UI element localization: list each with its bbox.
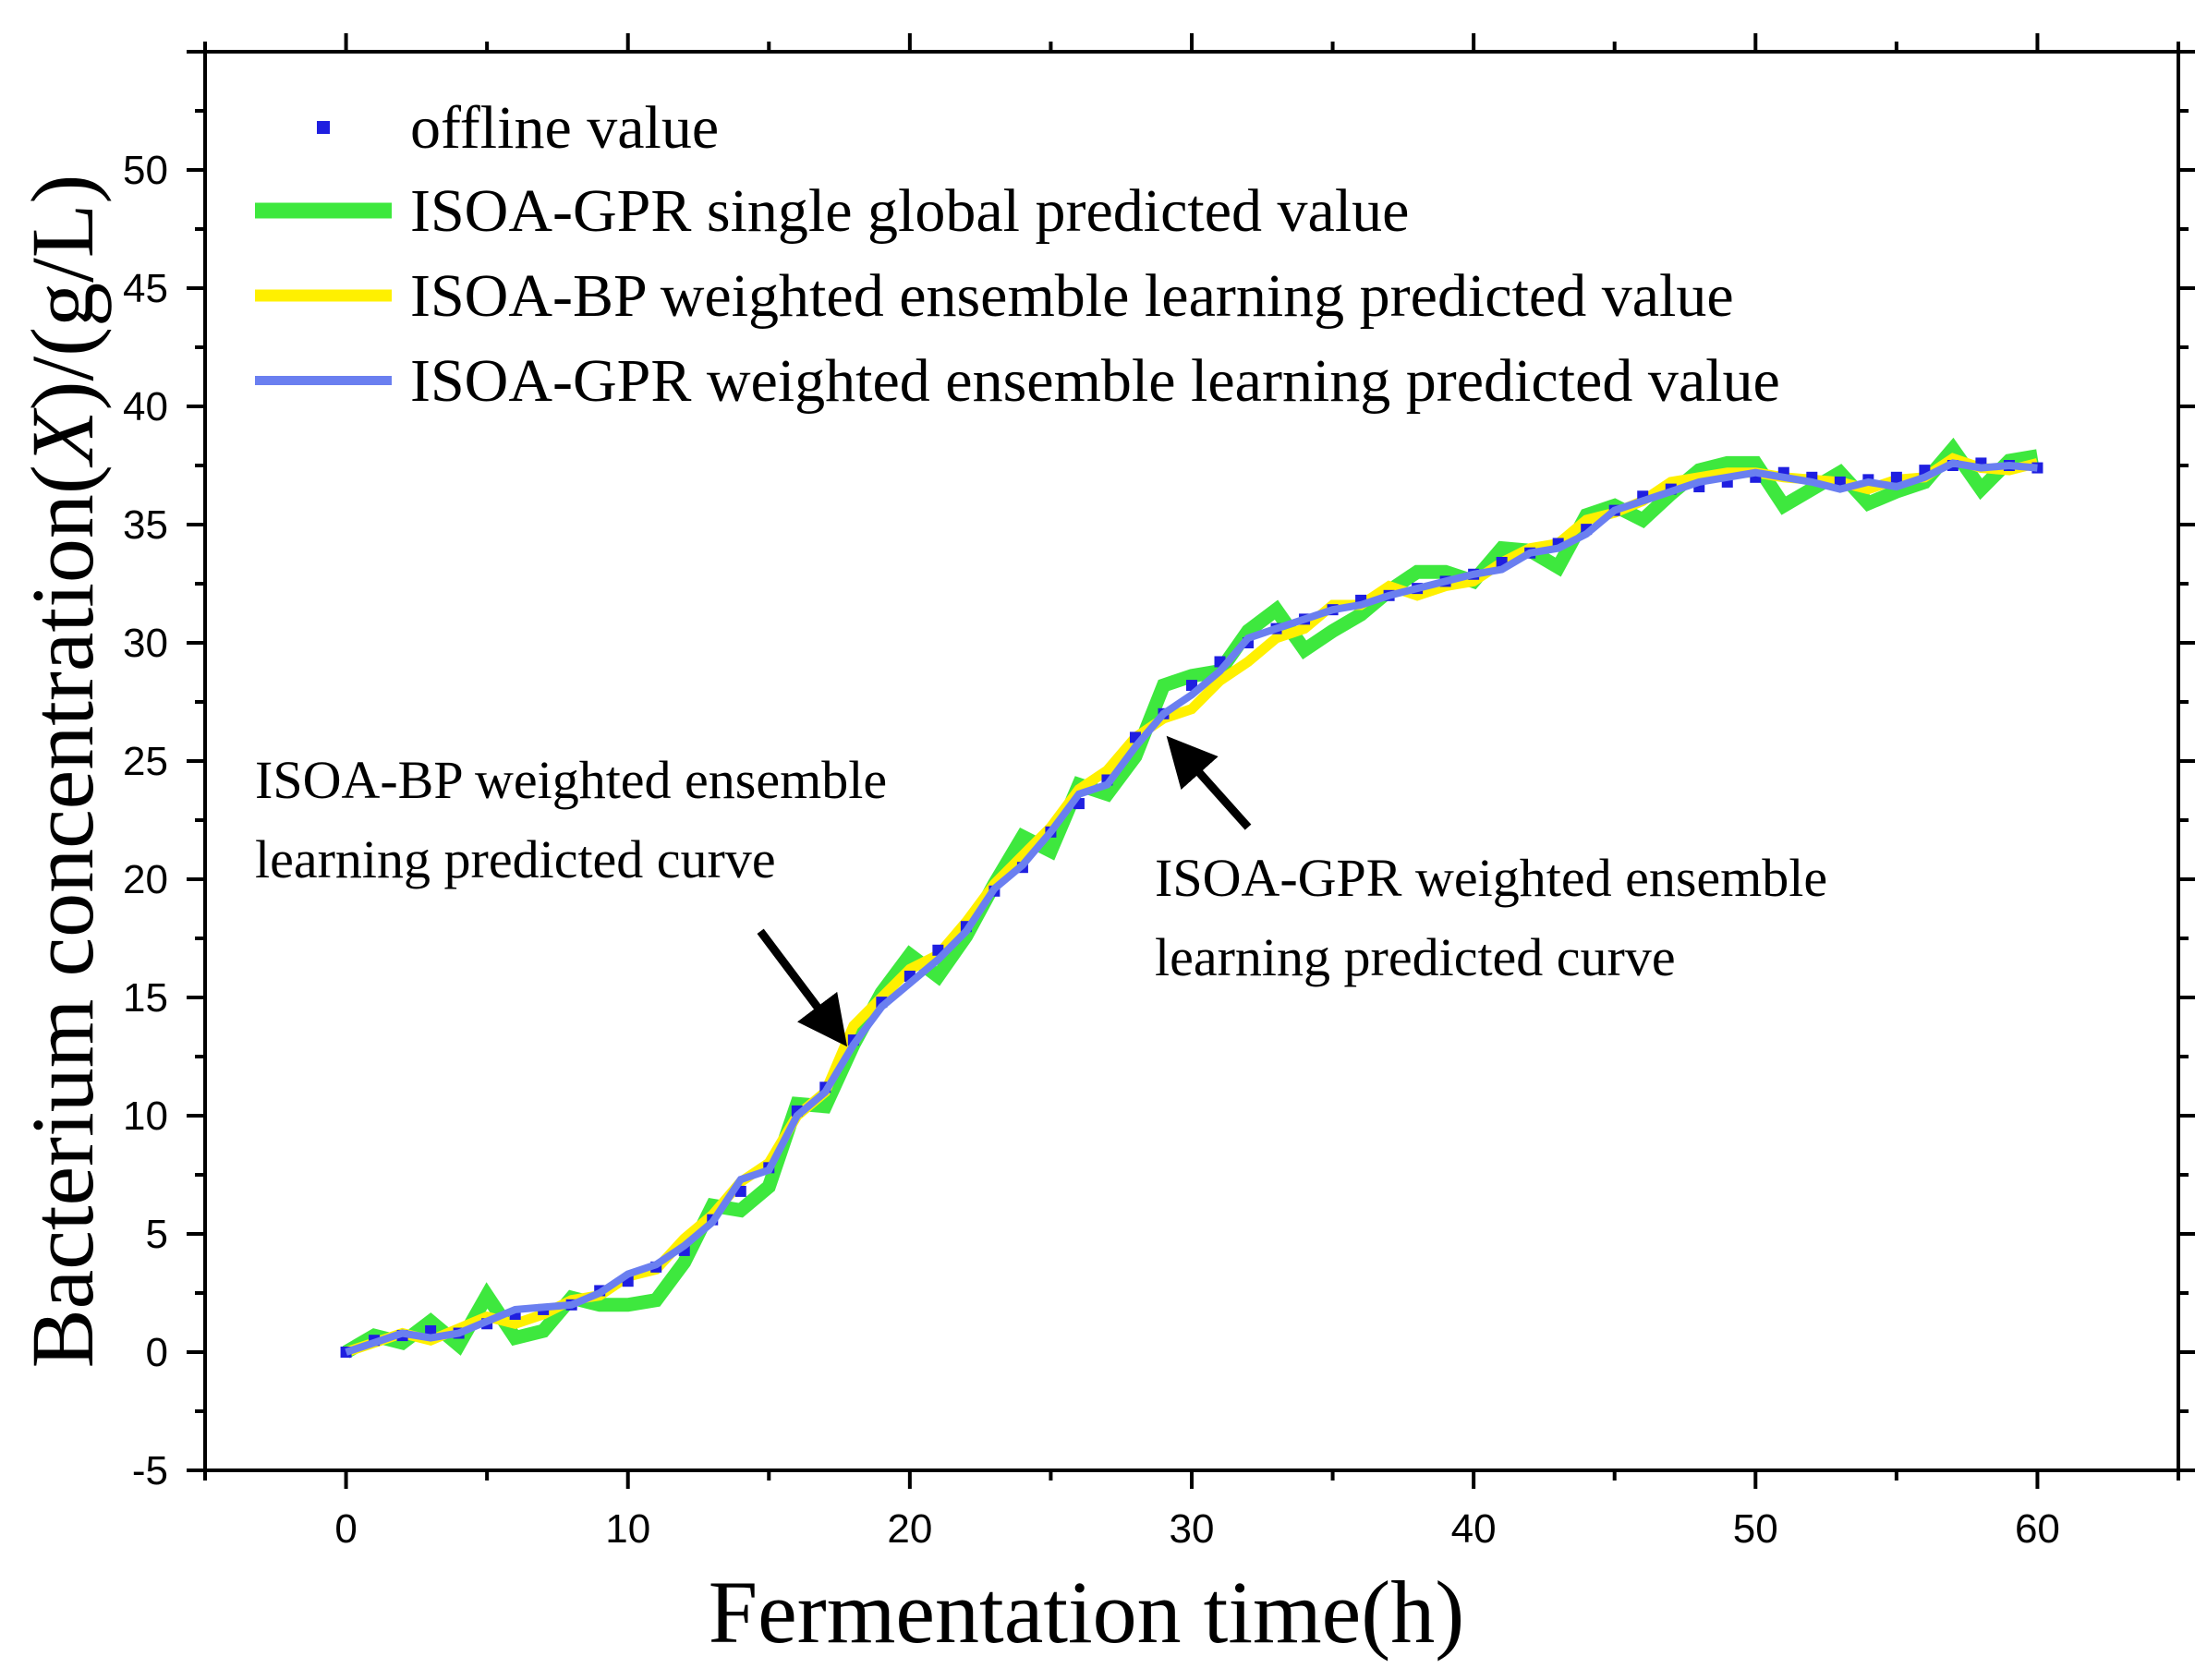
x-tick-label: 50 — [1733, 1506, 1778, 1552]
annotation-text: learning predicted curve — [255, 829, 776, 889]
y-tick-label: 50 — [123, 148, 168, 193]
y-tick-label: 20 — [123, 857, 168, 902]
offline-point — [425, 1324, 437, 1336]
annotation-text: learning predicted curve — [1155, 927, 1676, 987]
x-tick-label: 30 — [1170, 1506, 1215, 1552]
annotation-gpr: ISOA-GPR weighted ensemble learning predi… — [1155, 735, 1827, 987]
x-tick-label: 0 — [334, 1506, 357, 1552]
annotation-text: ISOA-BP weighted ensemble — [255, 750, 887, 810]
series-layer — [340, 437, 2043, 1359]
annotation-text: ISOA-GPR weighted ensemble — [1155, 848, 1827, 908]
series-line — [345, 459, 2038, 1356]
y-tick-label: -5 — [132, 1448, 168, 1493]
legend-entry: ISOA-GPR weighted ensemble learning pred… — [255, 347, 1780, 415]
legend-label: ISOA-GPR weighted ensemble learning pred… — [410, 347, 1780, 415]
legend-entry: ISOA-BP weighted ensemble learning predi… — [255, 262, 1734, 330]
y-tick-label: 40 — [123, 384, 168, 429]
axes-layer: 0 10 20 30 40 50 60 -5 0 5 10 15 20 25 30 35 40 45 50 — [123, 33, 2195, 1552]
y-axis-title: Bacterium concentration(X)/(g/L) — [13, 175, 112, 1369]
x-tick-label: 60 — [2015, 1506, 2060, 1552]
legend-label: ISOA-BP weighted ensemble learning predi… — [410, 262, 1734, 330]
annotation-arrow — [757, 928, 848, 1047]
annotation-arrow — [1166, 735, 1252, 830]
legend-entry: offline value — [317, 94, 719, 162]
legend-entry: ISOA-GPR single global predicted value — [255, 177, 1409, 245]
isoa-gpr-ensemble-series — [345, 459, 2038, 1356]
legend: offline value ISOA-GPR single global pred… — [255, 94, 1780, 415]
series-line — [342, 437, 2039, 1359]
x-axis-title: Fermentation time(h) — [709, 1563, 1464, 1662]
isoa-gpr-single-series — [342, 437, 2039, 1359]
y-tick-label: 25 — [123, 739, 168, 784]
annotation-bp: ISOA-BP weighted ensemble learning predic… — [255, 750, 887, 1047]
x-tick-label: 40 — [1451, 1506, 1497, 1552]
legend-label: offline value — [410, 94, 719, 162]
y-tick-label: 0 — [146, 1330, 168, 1375]
x-tick-label: 20 — [887, 1506, 932, 1552]
annotation-layer: ISOA-BP weighted ensemble learning predic… — [255, 735, 1827, 1047]
offline-point — [1890, 471, 1902, 483]
legend-label: ISOA-GPR single global predicted value — [410, 177, 1409, 245]
x-tick-label: 10 — [605, 1506, 650, 1552]
y-tick-label: 10 — [123, 1094, 168, 1139]
y-tick-label: 5 — [146, 1212, 168, 1257]
legend-marker — [317, 121, 330, 134]
y-tick-label: 45 — [123, 266, 168, 311]
y-tick-label: 30 — [123, 621, 168, 666]
y-tick-label: 15 — [123, 975, 168, 1021]
y-tick-label: 35 — [123, 502, 168, 548]
